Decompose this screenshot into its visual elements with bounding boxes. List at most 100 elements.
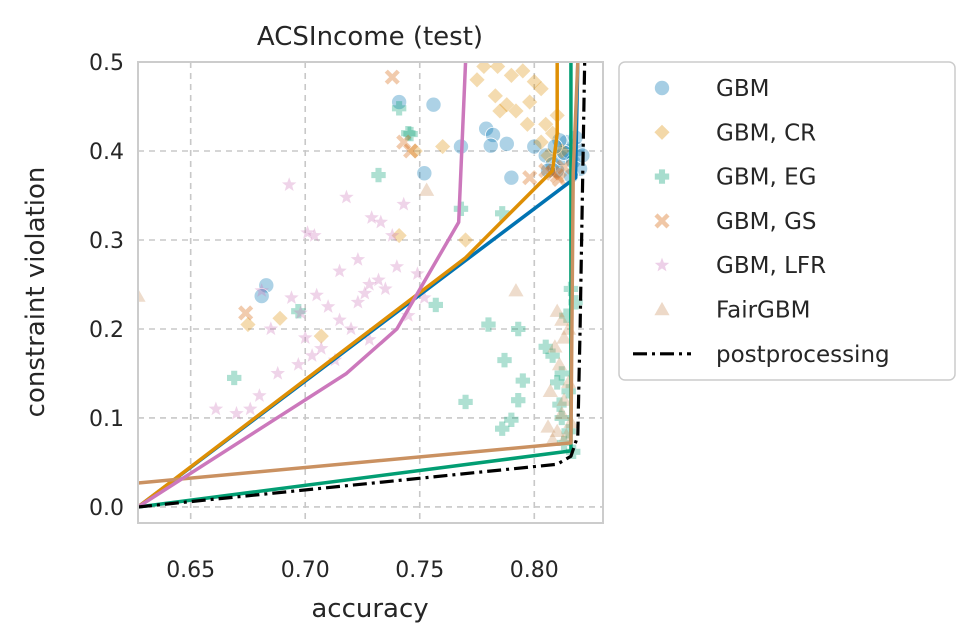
data-point — [511, 392, 526, 408]
data-point — [522, 94, 538, 110]
legend-item: GBM — [654, 76, 769, 102]
data-point — [499, 97, 515, 113]
data-point — [419, 182, 435, 196]
data-point — [519, 116, 536, 132]
data-point — [238, 305, 254, 321]
data-point — [498, 135, 515, 152]
data-point — [559, 308, 574, 323]
data-point — [371, 167, 386, 183]
data-point — [552, 397, 567, 412]
data-point — [416, 165, 433, 182]
data-point — [504, 412, 519, 427]
data-point — [332, 263, 347, 278]
y-tick-label: 0.5 — [89, 51, 124, 76]
legend-marker — [654, 213, 670, 229]
data-point — [403, 126, 418, 142]
y-tick-label: 0.3 — [89, 229, 124, 254]
data-point — [304, 348, 320, 362]
data-point — [291, 356, 306, 371]
y-axis-label: constraint violation — [21, 167, 51, 418]
data-point — [515, 373, 531, 388]
legend-item: GBM, GS — [654, 209, 817, 235]
data-point — [401, 308, 416, 322]
data-point — [297, 330, 313, 345]
data-point — [551, 356, 568, 371]
x-tick-label: 0.65 — [166, 558, 215, 583]
data-point — [482, 137, 499, 154]
x-tick-label: 0.75 — [395, 558, 444, 583]
data-point — [545, 348, 560, 363]
data-point — [538, 339, 553, 354]
data-point — [533, 81, 549, 97]
y-axis-ticks: 0.0 0.1 0.2 0.3 0.4 0.5 — [89, 51, 124, 521]
legend-label: GBM, CR — [716, 120, 816, 146]
data-point — [545, 165, 561, 181]
data-point — [554, 410, 569, 426]
data-point — [371, 272, 386, 287]
data-point — [554, 312, 570, 326]
data-point — [551, 171, 568, 188]
data-point — [357, 285, 372, 300]
data-point — [313, 328, 329, 344]
data-point — [425, 96, 442, 113]
data-point — [258, 277, 275, 294]
data-point — [526, 73, 542, 90]
data-point — [561, 384, 576, 399]
x-tick-label: 0.70 — [281, 558, 330, 583]
data-point — [378, 281, 393, 296]
data-point — [549, 375, 565, 390]
data-point — [492, 103, 508, 119]
postprocessing-line — [138, 62, 587, 509]
data-point — [495, 421, 510, 436]
data-point — [227, 370, 242, 386]
data-point — [549, 303, 565, 317]
legend-marker — [654, 80, 671, 97]
data-point — [272, 310, 288, 326]
frontier-line — [138, 62, 468, 509]
data-point — [554, 366, 569, 381]
legend-box — [618, 61, 956, 381]
x-tick-label: 0.80 — [510, 558, 559, 583]
legend-label: GBM, LFR — [716, 253, 826, 279]
legend-items: GBM GBM, CR GBM, EG GBM, GS GBM, LFR FairGBM p… — [633, 76, 890, 368]
data-point — [542, 383, 558, 397]
data-point — [391, 94, 408, 111]
data-point — [263, 321, 279, 336]
data-point — [343, 321, 359, 336]
legend-label: GBM — [716, 76, 769, 102]
data-point — [300, 225, 315, 240]
data-point — [291, 303, 306, 319]
data-point — [549, 423, 565, 438]
data-point — [515, 63, 531, 79]
data-point — [547, 339, 563, 353]
data-point — [568, 295, 583, 310]
data-point — [540, 147, 556, 164]
legend-marker — [654, 169, 670, 184]
data-point — [364, 210, 379, 224]
data-point — [540, 419, 556, 433]
series-gbm-cr — [240, 62, 570, 344]
data-point — [495, 206, 510, 221]
legend-marker — [654, 301, 670, 316]
legend-label: GBM, GS — [716, 209, 817, 235]
data-point — [533, 134, 549, 150]
y-tick-label: 0.2 — [89, 318, 124, 343]
data-point — [281, 177, 297, 191]
data-point — [138, 288, 146, 302]
data-point — [252, 388, 267, 402]
y-tick-label: 0.4 — [89, 140, 124, 165]
data-point — [293, 305, 308, 320]
data-point — [410, 266, 425, 280]
data-point — [362, 276, 377, 291]
legend-marker — [654, 124, 670, 140]
legend-label: GBM, EG — [716, 165, 816, 191]
data-point — [373, 214, 389, 229]
data-point — [522, 170, 538, 186]
data-point — [229, 405, 244, 420]
data-point — [254, 283, 269, 297]
data-point — [485, 126, 502, 143]
data-point — [478, 120, 495, 137]
data-point — [240, 316, 256, 333]
data-point — [417, 290, 432, 304]
